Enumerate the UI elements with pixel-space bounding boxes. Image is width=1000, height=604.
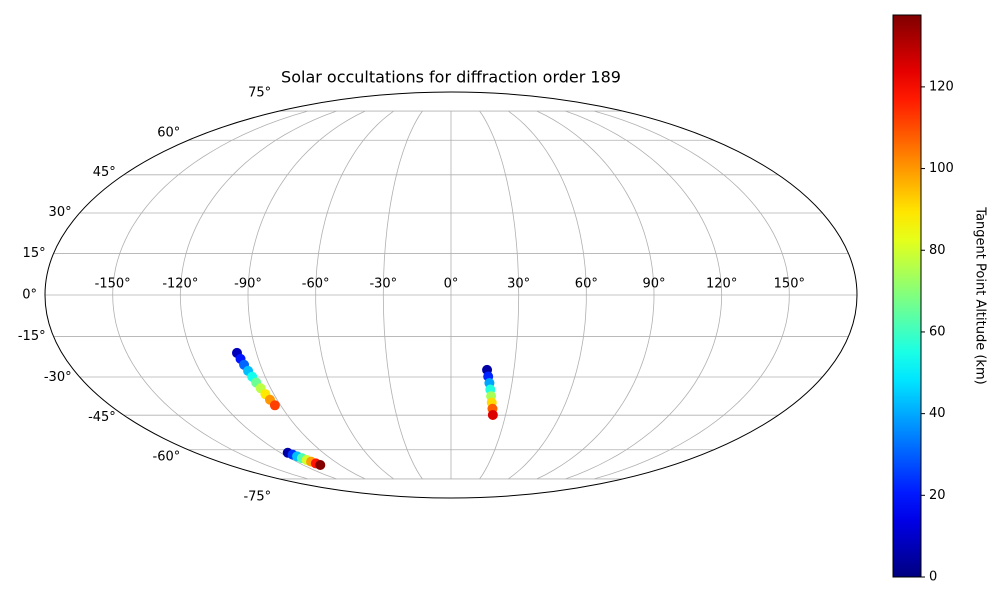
- grid-line: [247, 110, 366, 480]
- colorbar-tick-label: 120: [929, 79, 954, 94]
- point: [315, 459, 326, 470]
- grid-line: [536, 110, 655, 480]
- y-tick-label: 45°: [93, 165, 116, 180]
- x-tick-label: -90°: [234, 277, 262, 292]
- grid-line: [594, 110, 790, 480]
- grid-line: [565, 110, 723, 480]
- x-tick-label: 30°: [507, 277, 530, 292]
- y-tick-label: 30°: [49, 205, 72, 220]
- y-tick-label: -75°: [243, 489, 271, 504]
- y-tick-label: 0°: [22, 288, 37, 303]
- colorbar-tick-label: 100: [929, 161, 954, 176]
- y-tick-label: -30°: [44, 370, 72, 385]
- grid-line: [479, 110, 520, 480]
- colorbar-tick-label: 40: [929, 406, 946, 421]
- y-tick-label: -60°: [153, 450, 181, 465]
- y-tick-label: 15°: [23, 246, 46, 261]
- colorbar-tick-label: 60: [929, 324, 946, 339]
- point: [487, 409, 498, 420]
- x-tick-label: -30°: [369, 277, 397, 292]
- x-tick-label: 150°: [774, 277, 805, 292]
- grid-line: [179, 110, 337, 480]
- grid-line: [508, 110, 587, 480]
- y-tick-label: 60°: [157, 125, 180, 140]
- y-tick-label: 75°: [248, 86, 271, 101]
- x-tick-label: 90°: [642, 277, 665, 292]
- y-tick-label: -15°: [18, 329, 46, 344]
- grid-line: [315, 110, 394, 480]
- colorbar-tick-label: 0: [929, 570, 937, 585]
- x-tick-label: -60°: [302, 277, 330, 292]
- colorbar-label: Tangent Point Altitude (km): [973, 206, 988, 384]
- colorbar: [892, 14, 922, 578]
- chart-title: Solar occultations for diffraction order…: [281, 68, 621, 87]
- point: [269, 400, 280, 411]
- colorbar-tick-label: 80: [929, 243, 946, 258]
- x-tick-label: -120°: [162, 277, 198, 292]
- grid-line: [112, 110, 308, 480]
- x-tick-label: -150°: [95, 277, 131, 292]
- y-tick-label: -45°: [88, 410, 116, 425]
- x-tick-label: 60°: [575, 277, 598, 292]
- grid-line: [382, 110, 423, 480]
- map-boundary: [44, 91, 858, 499]
- colorbar-tick-label: 20: [929, 488, 946, 503]
- x-tick-label: 0°: [444, 277, 459, 292]
- x-tick-label: 120°: [706, 277, 737, 292]
